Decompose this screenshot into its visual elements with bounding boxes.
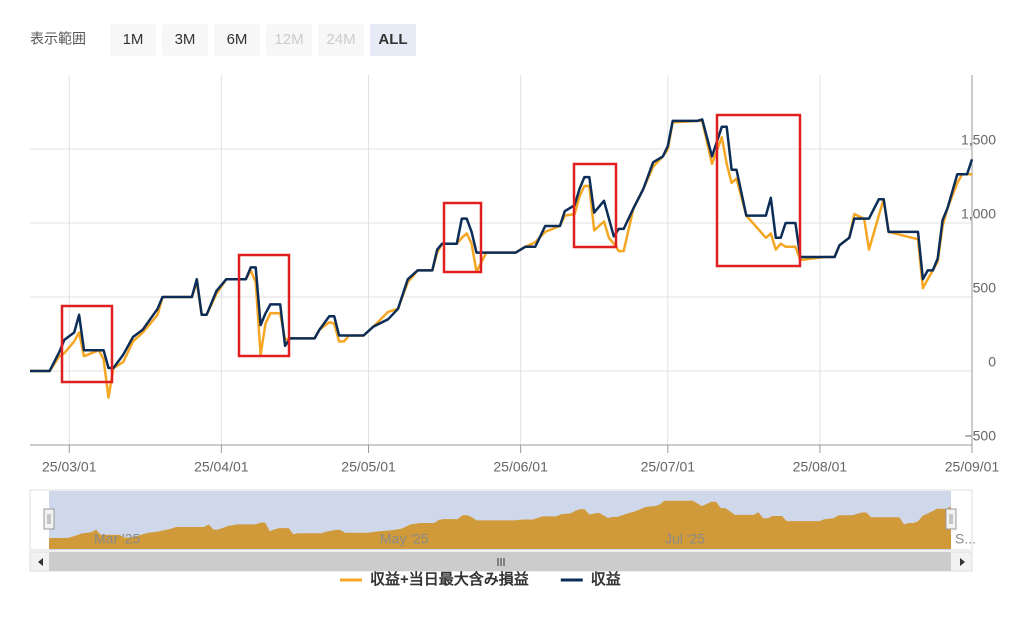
range-button: 12M [266, 24, 312, 56]
navigator-label: May '25 [380, 531, 429, 547]
y-tick-label: 0 [988, 354, 996, 370]
scrollbar-thumb[interactable] [49, 552, 951, 571]
range-button-label[interactable]: 6M [227, 31, 248, 48]
range-button-bg[interactable] [110, 24, 156, 56]
x-tick-label: 25/05/01 [341, 459, 396, 475]
thumb-grip [497, 558, 505, 566]
range-button[interactable]: 3M [162, 24, 208, 56]
navigator-handle[interactable] [43, 508, 55, 530]
navigator-labels: Mar '25 May '25 Jul '25 S... [94, 531, 976, 547]
range-button-bg[interactable] [214, 24, 260, 56]
scroll-left-arrow[interactable] [38, 558, 43, 566]
y-tick-label: 500 [973, 280, 997, 296]
range-button[interactable]: 1M [110, 24, 156, 56]
legend-label[interactable]: 収益+当日最大含み損益 [370, 570, 529, 588]
x-tick-label: 25/09/01 [945, 459, 1000, 475]
highlight-box [60, 304, 114, 384]
plot-area: −500 0 500 1,000 1,500 25/03/01 25/04/01 25/05/… [30, 75, 999, 475]
legend-item[interactable]: 収益+当日最大含み損益 [340, 570, 529, 588]
range-button[interactable]: 6M [214, 24, 260, 56]
range-button-label[interactable]: 1M [123, 31, 144, 48]
highlight-box [237, 253, 291, 358]
legend: 収益+当日最大含み損益 収益 [340, 570, 621, 588]
navigator-handle[interactable] [945, 508, 957, 530]
highlight-box [572, 162, 618, 249]
navigator-area [49, 500, 951, 549]
highlight-box [715, 113, 802, 268]
range-button-label[interactable]: ALL [378, 31, 407, 48]
scrollbar[interactable] [29, 551, 973, 572]
navigator-handles[interactable] [43, 508, 957, 530]
range-button-bg [318, 24, 364, 56]
range-button-label: 12M [274, 31, 303, 48]
x-tick-label: 25/07/01 [641, 459, 696, 475]
range-button-label[interactable]: 3M [175, 31, 196, 48]
navigator-series [49, 500, 951, 549]
legend-item[interactable]: 収益 [560, 570, 621, 588]
range-button: 24M [318, 24, 364, 56]
highlight-boxes [60, 113, 802, 384]
range-button[interactable]: ALL [370, 24, 416, 56]
highlight-box [442, 201, 483, 274]
navigator-label: Mar '25 [94, 531, 140, 547]
navigator-label: S... [955, 531, 976, 547]
y-tick-label: 1,000 [961, 206, 996, 222]
range-button-label: 24M [326, 31, 355, 48]
range-button-bg[interactable] [162, 24, 208, 56]
range-label: 表示範囲 [30, 31, 86, 47]
y-tick-label: 1,500 [961, 132, 996, 148]
legend-label[interactable]: 収益 [591, 570, 621, 588]
x-tick-label: 25/04/01 [194, 459, 249, 475]
navigator-label: Jul '25 [665, 531, 705, 547]
scroll-right-arrow[interactable] [960, 558, 965, 566]
series-line [30, 118, 974, 373]
x-tick-label: 25/06/01 [493, 459, 548, 475]
range-button-bg [266, 24, 312, 56]
x-tick-label: 25/03/01 [42, 459, 97, 475]
y-tick-label: −500 [964, 428, 996, 444]
range-button-bg[interactable] [370, 24, 416, 56]
x-tick-label: 25/08/01 [793, 459, 848, 475]
